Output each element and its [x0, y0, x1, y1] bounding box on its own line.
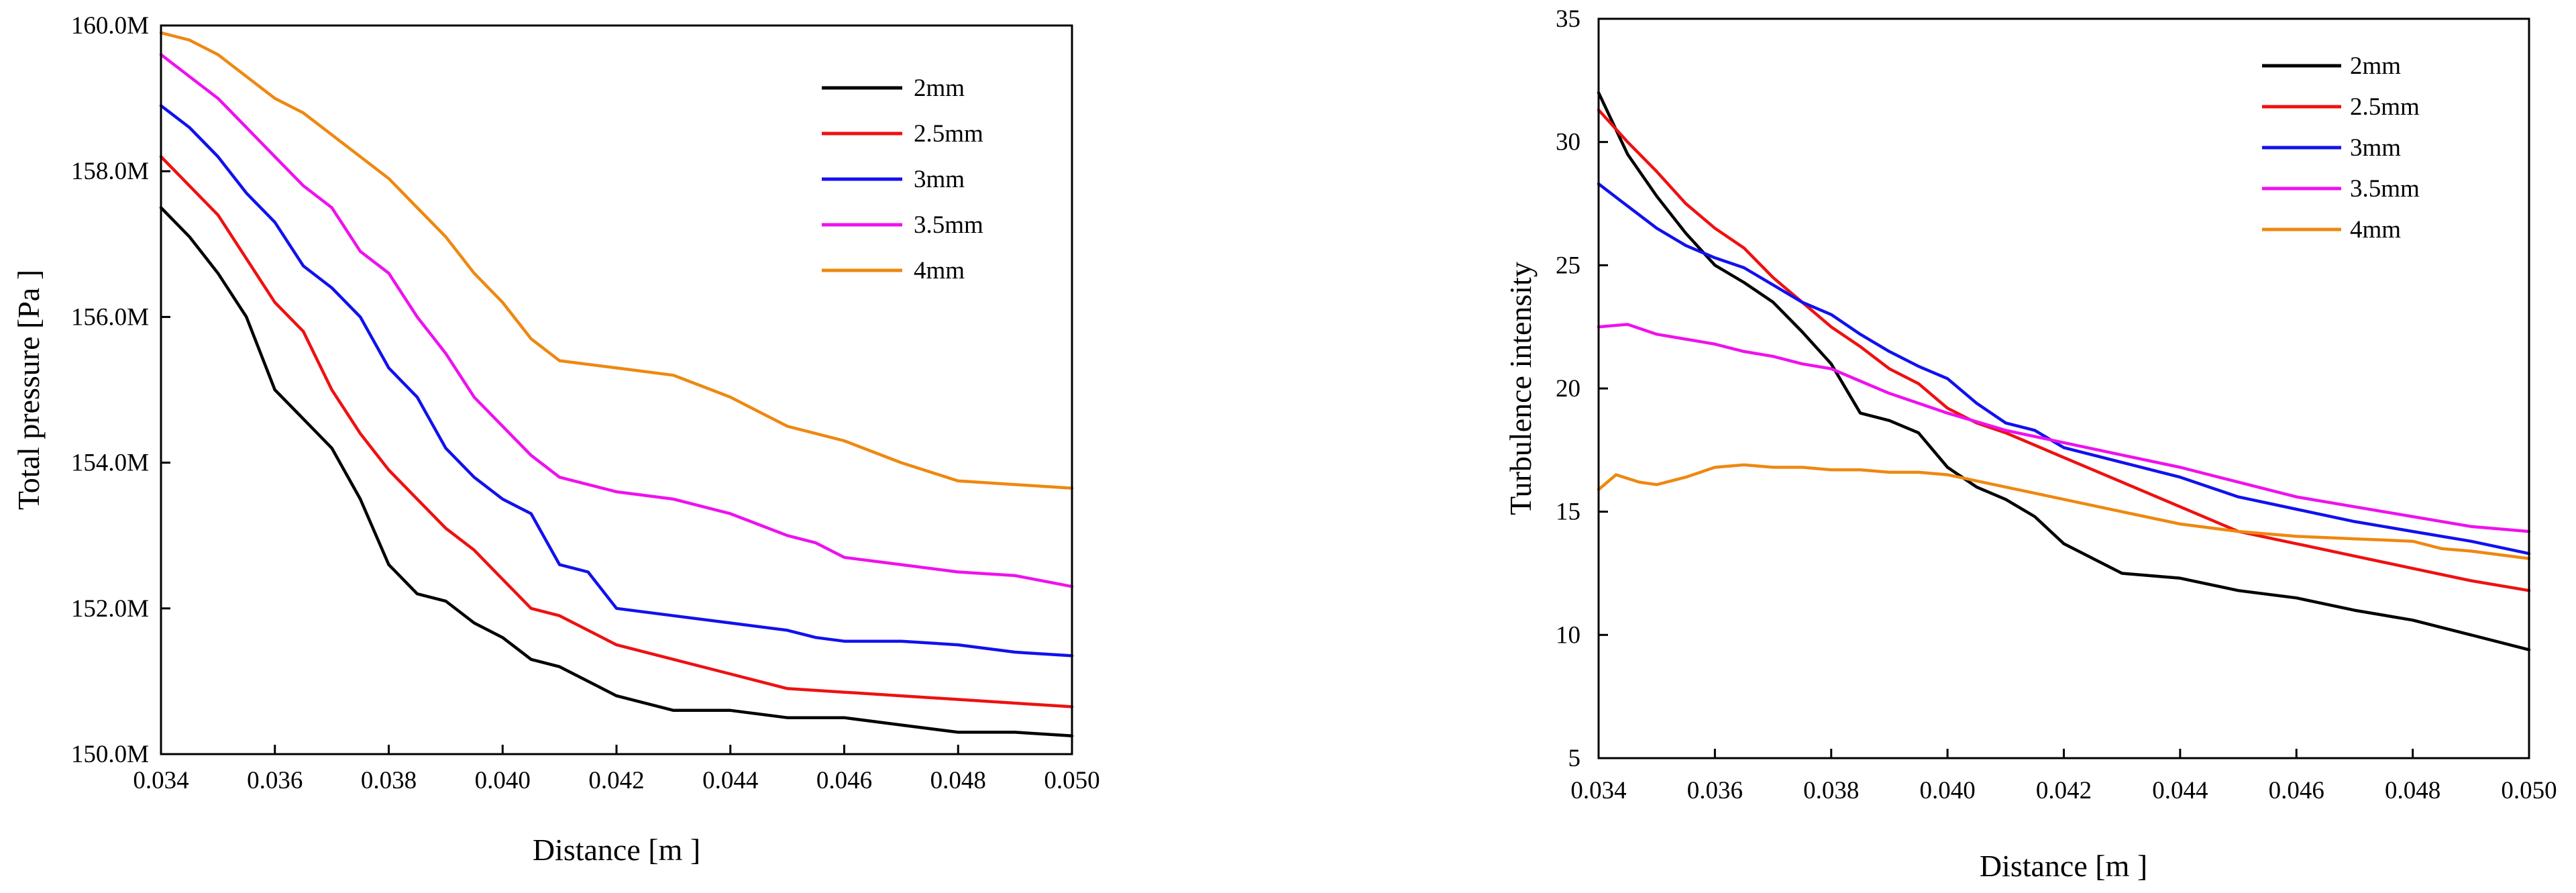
pressure-legend-label: 3mm: [914, 166, 965, 193]
pressure-legend-label: 3.5mm: [914, 211, 983, 239]
turbulence-x-tick-label: 0.048: [2385, 777, 2440, 804]
turbulence-legend-label: 3mm: [2350, 134, 2401, 162]
turbulence-y-tick-label: 10: [1556, 621, 1580, 649]
pressure-chart-series: [159, 31, 1074, 738]
pressure-series-line-2-5mm: [159, 155, 1074, 708]
pressure-x-tick-label: 0.036: [247, 767, 303, 794]
pressure-y-tick-label: 154.0M: [71, 450, 149, 477]
turbulence-y-tick-label: 25: [1556, 252, 1580, 279]
pressure-series-line-4mm: [159, 31, 1074, 490]
turbulence-series-line-3-5mm: [1597, 323, 2531, 533]
pressure-y-tick-label: 160.0M: [71, 12, 149, 40]
turbulence-x-tick-label: 0.036: [1687, 777, 1743, 804]
pressure-x-tick-label: 0.050: [1044, 767, 1099, 794]
pressure-legend-label: 2.5mm: [914, 120, 983, 148]
turbulence-y-tick-label: 35: [1556, 5, 1580, 33]
pressure-y-tick-label: 152.0M: [71, 595, 149, 623]
turbulence-legend-label: 3.5mm: [2350, 175, 2420, 203]
pressure-series-line-3-5mm: [159, 53, 1074, 588]
turbulence-chart-series: [1597, 91, 2531, 651]
turbulence-legend: 2mm 2.5mm 3mm 3.5mm 4mm: [2262, 52, 2420, 244]
turbulence-series-line-4mm: [1597, 463, 2531, 560]
pressure-chart: 0.034 0.036 0.038 0.040 0.042 0.044 0.046 0.048…: [11, 12, 1100, 867]
pressure-x-tick-label: 0.046: [816, 767, 872, 794]
turbulence-series-line-2-5mm: [1597, 108, 2531, 592]
turbulence-y-tick-label: 15: [1556, 498, 1580, 526]
pressure-series-line-3mm: [159, 104, 1074, 658]
turbulence-x-tick-label: 0.044: [2152, 777, 2208, 804]
turbulence-plot-frame: [1597, 17, 2530, 759]
turbulence-x-tick-label: 0.040: [1920, 777, 1976, 804]
pressure-legend-label: 2mm: [914, 74, 965, 102]
pressure-x-axis-title: Distance [m ]: [533, 833, 700, 867]
pressure-legend: 2mm 2.5mm 3mm 3.5mm 4mm: [822, 74, 983, 284]
pressure-chart-ticks: 0.034 0.036 0.038 0.040 0.042 0.044 0.046 0.048…: [71, 12, 1100, 794]
pressure-x-tick-label: 0.038: [361, 767, 417, 794]
pressure-y-tick-label: 150.0M: [71, 741, 149, 768]
turbulence-chart: 0.034 0.036 0.038 0.040 0.042 0.044 0.046 0.048…: [1503, 5, 2557, 883]
pressure-series-line-2mm: [159, 206, 1074, 738]
pressure-x-tick-label: 0.034: [133, 767, 189, 794]
pressure-x-tick-label: 0.048: [930, 767, 986, 794]
turbulence-series-line-2mm: [1597, 91, 2531, 651]
pressure-y-tick-label: 156.0M: [71, 303, 149, 331]
turbulence-y-tick-label: 5: [1568, 745, 1581, 772]
pressure-x-tick-label: 0.044: [702, 767, 758, 794]
turbulence-x-tick-label: 0.050: [2501, 777, 2557, 804]
pressure-plot-frame: [160, 24, 1073, 755]
turbulence-legend-label: 2.5mm: [2350, 93, 2420, 121]
pressure-y-axis-title: Total pressure [Pa ]: [11, 270, 46, 510]
turbulence-legend-label: 4mm: [2350, 216, 2401, 244]
turbulence-y-tick-label: 20: [1556, 375, 1580, 403]
pressure-x-tick-label: 0.042: [588, 767, 644, 794]
turbulence-x-tick-label: 0.034: [1570, 777, 1626, 804]
pressure-x-tick-label: 0.040: [475, 767, 531, 794]
turbulence-x-tick-label: 0.038: [1803, 777, 1859, 804]
turbulence-chart-ticks: 0.034 0.036 0.038 0.040 0.042 0.044 0.046 0.048…: [1556, 5, 2557, 804]
turbulence-x-tick-label: 0.042: [2036, 777, 2092, 804]
turbulence-legend-label: 2mm: [2350, 52, 2401, 80]
turbulence-series-line-3mm: [1597, 182, 2531, 556]
pressure-y-tick-label: 158.0M: [71, 158, 149, 185]
turbulence-x-tick-label: 0.046: [2269, 777, 2324, 804]
turbulence-y-tick-label: 30: [1556, 129, 1580, 156]
turbulence-x-axis-title: Distance [m ]: [1980, 849, 2147, 883]
turbulence-y-axis-title: Turbulence intensity: [1503, 262, 1538, 515]
pressure-legend-label: 4mm: [914, 257, 965, 284]
